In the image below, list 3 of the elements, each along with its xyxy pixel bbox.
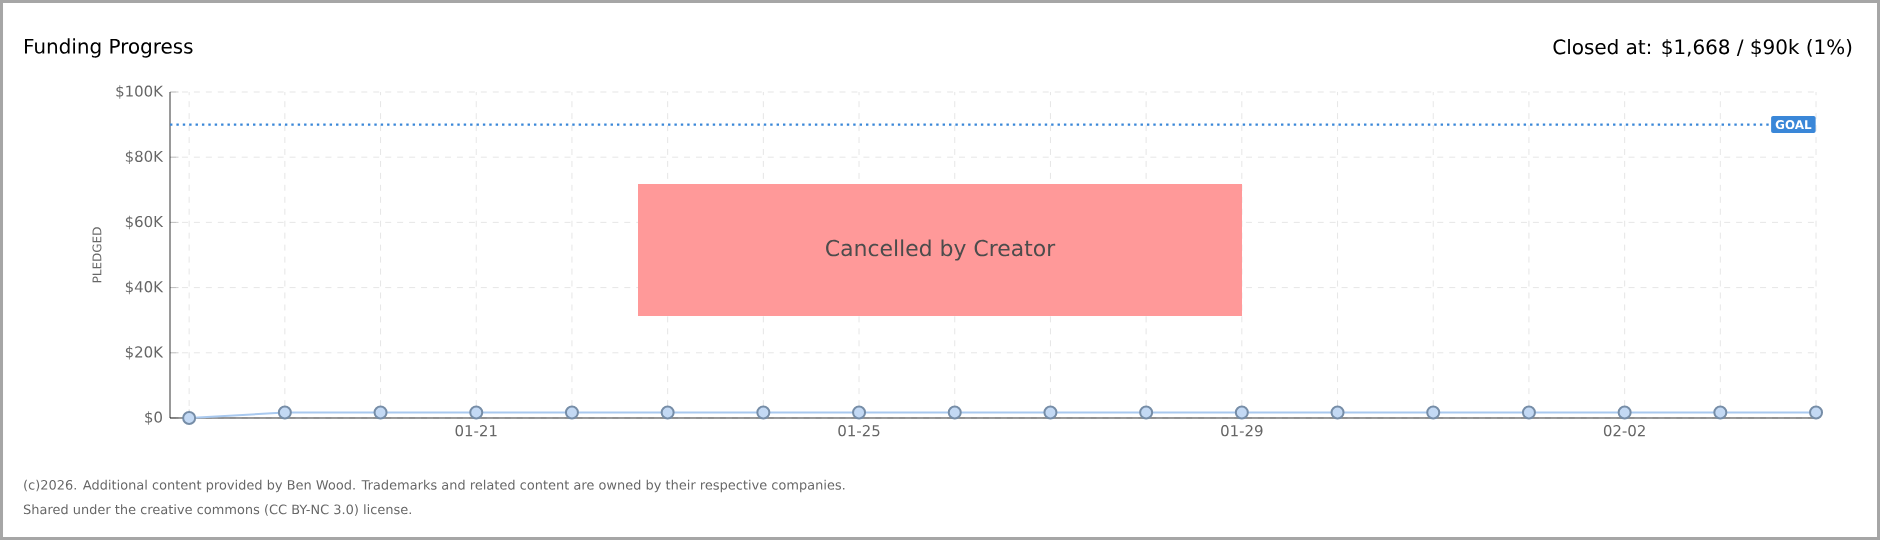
text: Closed at: $1,668 / $90k (1%) (1553, 38, 1852, 58)
annotation: Cancelled by Creator (826, 239, 1056, 261)
chart-title: Funding Progress (25, 38, 193, 58)
